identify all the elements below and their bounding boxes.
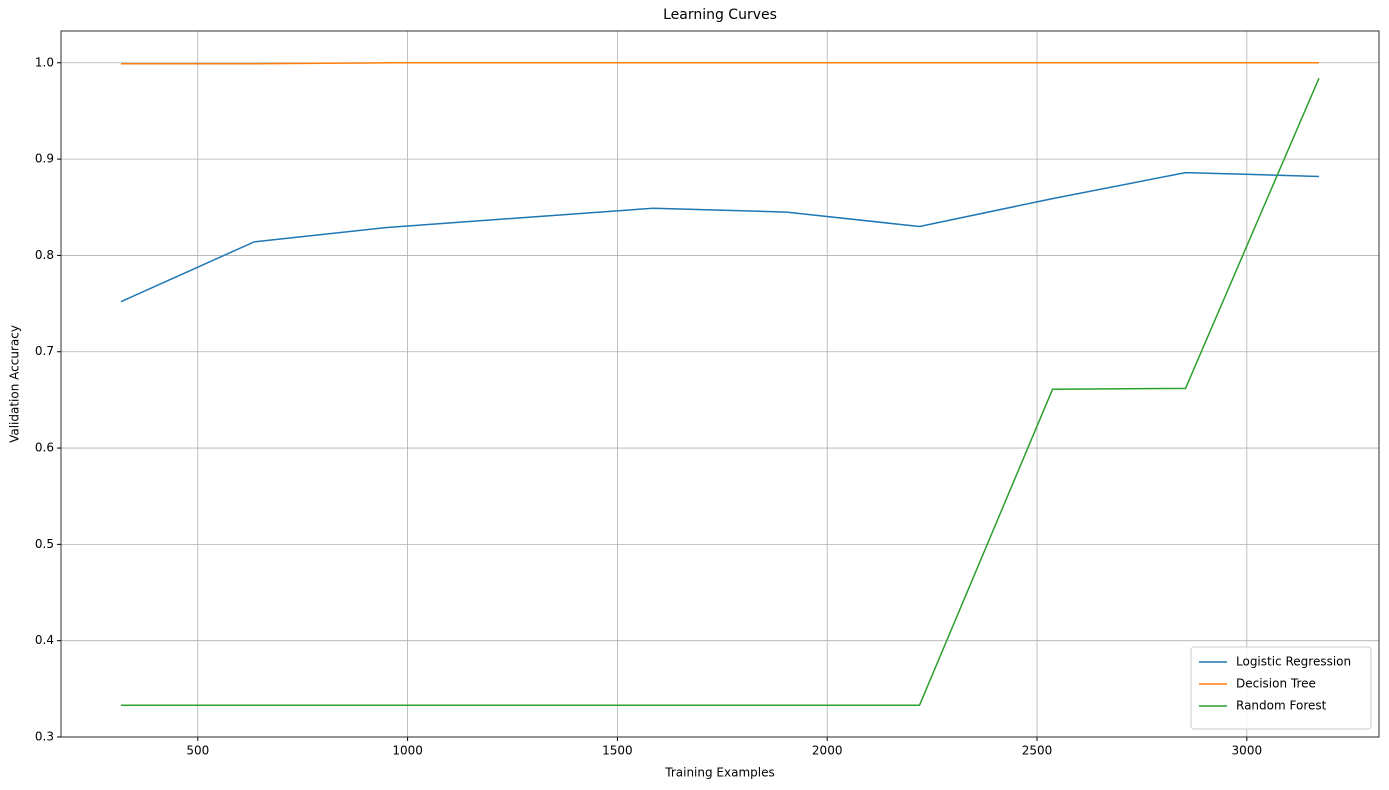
legend-label: Decision Tree: [1236, 677, 1316, 691]
legend-label: Random Forest: [1236, 699, 1327, 713]
y-tick-label: 1.0: [35, 55, 54, 69]
y-tick-label: 0.7: [35, 344, 54, 358]
x-tick-label: 1000: [392, 744, 423, 758]
y-tick-label: 0.9: [35, 152, 54, 166]
legend: Logistic Regression Decision Tree Random F…: [1190, 646, 1372, 730]
x-tick-label: 2000: [812, 744, 843, 758]
line-series: [121, 77, 1320, 706]
line-series: [121, 62, 1319, 65]
plot-frame: [60, 30, 1380, 738]
x-tick-label: 2500: [1022, 744, 1053, 758]
y-tick-label: 0.8: [35, 248, 54, 262]
y-tick-label: 0.6: [35, 441, 54, 455]
legend-label: Logistic Regression: [1236, 655, 1351, 669]
y-tick-label: 0.5: [35, 537, 54, 551]
chart-title: Learning Curves: [663, 7, 777, 23]
y-tick-label: 0.3: [35, 730, 54, 744]
y-tick-label: 0.4: [35, 633, 54, 647]
x-axis-label: Training Examples: [664, 766, 774, 780]
x-tick-label: 500: [186, 744, 209, 758]
legend-box: [1190, 646, 1372, 730]
y-axis-label: Validation Accuracy: [8, 325, 22, 443]
x-tick-label: 1500: [602, 744, 633, 758]
line-series: [120, 171, 1320, 303]
x-tick-label: 3000: [1232, 744, 1263, 758]
